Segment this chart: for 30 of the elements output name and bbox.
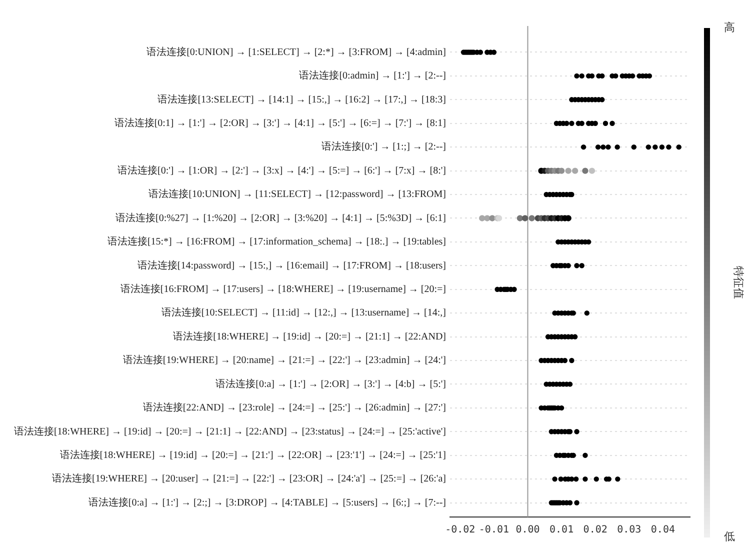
y-tick-label: 语法连接[0:admin] → [1:'] → [2:--] bbox=[299, 70, 446, 82]
x-tick-label: 0.04 bbox=[650, 524, 676, 536]
x-tick-label: 0.00 bbox=[516, 524, 540, 536]
y-tick-label: 语法连接[22:AND] → [23:role] → [24:=] → [25:'] → [26:admin] → [27:'] bbox=[142, 402, 446, 414]
y-tick-label: 语法连接[15:*] → [16:FROM] → [17:information_schema] → [18:.] → [19:tables] bbox=[107, 236, 446, 248]
y-tick-label: 语法连接[0:a] → [1:'] → [2:OR] → [3:'] → [4:b] → [5:'] bbox=[216, 378, 446, 390]
color-bar-label: 低 bbox=[724, 530, 735, 543]
y-tick-label: 语法连接[19:WHERE] → [20:user] → [21:=] → [22:'] → [23:OR] → [24:'a'] → [25:=] → [26:'a] bbox=[52, 472, 446, 485]
x-tick-label: 0.01 bbox=[550, 524, 574, 536]
y-tick-label: 语法连接[10:UNION] → [11:SELECT] → [12:password] → [13:FROM] bbox=[148, 188, 446, 200]
x-tick-label: -0.02 bbox=[445, 524, 476, 536]
y-tick-label: 语法连接[13:SELECT] → [14:1] → [15:,] → [16:2] → [17:,] → [18:3] bbox=[158, 93, 446, 106]
y-tick-label: 语法连接[19:WHERE] → [20:name] → [21:=] → [22:'] → [23:admin] → [24:'] bbox=[122, 354, 446, 366]
color-bar-title: 特征值 bbox=[732, 266, 744, 299]
x-tick-label: 0.02 bbox=[583, 524, 608, 536]
color-bar-label: 高 bbox=[724, 20, 735, 34]
y-tick-label: 语法连接[18:WHERE] → [19:id] → [20:=] → [21:1] → [22:AND] bbox=[173, 330, 446, 342]
y-tick-label: 语法连接[16:FROM] → [17:users] → [18:WHERE] → [19:username] → [20:=] bbox=[120, 282, 446, 295]
y-tick-label: 语法连接[18:WHERE] → [19:id] → [20:=] → [21:1] → [22:AND] → [23:status] → [24:=] → [25:'active'] bbox=[14, 425, 446, 438]
y-tick-label: 语法连接[0:'] → [1:;] → [2:--] bbox=[321, 140, 446, 153]
x-tick-label: 0.03 bbox=[617, 524, 642, 536]
y-tick-label: 语法连接[14:password] → [15:,] → [16:email] → [17:FROM] → [18:users] bbox=[137, 259, 446, 272]
y-tick-label: 语法连接[0:%27] → [1:%20] → [2:OR] → [3:%20] → [4:1] → [5:%3D] → [6:1] bbox=[115, 212, 446, 224]
y-tick-label: 语法连接[0:a] → [1:'] → [2:;] → [3:DROP] → [4:TABLE] → [5:users] → [6:;] → [7:--] bbox=[88, 496, 446, 508]
y-tick-label: 语法连接[10:SELECT] → [11:id] → [12:,] → [13:username] → [14:,] bbox=[161, 306, 446, 319]
y-tick-label: 语法连接[0:1] → [1:'] → [2:OR] → [3:'] → [4:1] → [5:'] → [6:=] → [7:'] → [8:1] bbox=[114, 116, 446, 129]
y-tick-label: 语法连接[0:'] → [1:OR] → [2:'] → [3:x] → [4:'] → [5:=] → [6:'] → [7:x] → [8:'] bbox=[118, 164, 446, 176]
y-tick-label: 语法连接[18:WHERE] → [19:id] → [20:=] → [21:'] → [22:OR] → [23:'1'] → [24:=] → [25:'1] bbox=[60, 448, 446, 461]
x-tick-label: -0.01 bbox=[478, 524, 509, 536]
y-tick-label: 语法连接[0:UNION] → [1:SELECT] → [2:*] → [3:FROM] → [4:admin] bbox=[146, 46, 446, 58]
